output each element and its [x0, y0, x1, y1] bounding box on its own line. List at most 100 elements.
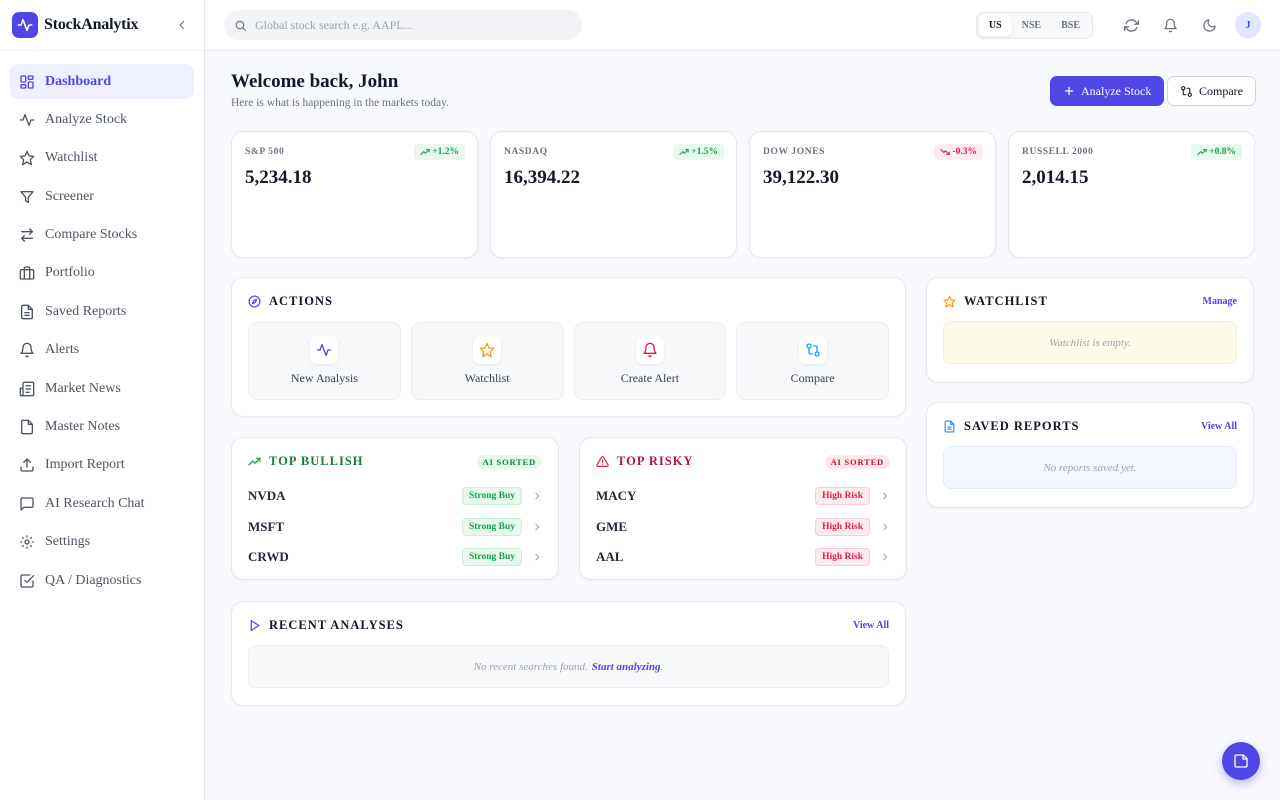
recent-empty-state: No recent searches found. Start analyzin…	[248, 645, 889, 688]
index-card-nasdaq[interactable]: NASDAQ 16,394.22 +1.5%	[490, 131, 737, 258]
sidebar-item-label: Compare Stocks	[45, 227, 138, 243]
chevron-right-icon	[535, 523, 540, 531]
index-value: 39,122.30	[763, 167, 839, 188]
change-value: -0.3%	[952, 147, 977, 157]
sidebar-item-qa-diagnostics[interactable]: QA / Diagnostics	[10, 563, 194, 598]
ticker: CRWD	[248, 549, 289, 565]
rating-badge: Strong Buy	[461, 548, 522, 567]
list-item[interactable]: GME High Risk	[596, 512, 890, 543]
search-input[interactable]	[255, 17, 555, 33]
bullish-list: NVDA Strong Buy MSFT Strong Buy CRWD Str…	[248, 481, 542, 573]
action-compare[interactable]: Compare	[736, 322, 889, 400]
sidebar-item-watchlist[interactable]: Watchlist	[10, 141, 194, 176]
trending-up-icon	[1197, 148, 1207, 156]
file-icon	[21, 419, 33, 435]
sidebar-item-analyze-stock[interactable]: Analyze Stock	[10, 102, 194, 137]
tile-icon-wrap	[473, 336, 502, 364]
chevron-right-icon	[883, 492, 888, 500]
logo-icon[interactable]	[12, 12, 38, 38]
sidebar-item-dashboard[interactable]: Dashboard	[10, 64, 194, 99]
trending-up-icon	[420, 148, 430, 156]
action-new-analysis[interactable]: New Analysis	[248, 322, 401, 400]
list-item[interactable]: MACY High Risk	[596, 481, 890, 512]
tile-label: Watchlist	[464, 371, 510, 385]
sidebar-item-label: Screener	[45, 188, 94, 204]
index-value: 2,014.15	[1022, 167, 1089, 188]
sidebar-item-master-notes[interactable]: Master Notes	[10, 410, 194, 445]
list-item[interactable]: NVDA Strong Buy	[248, 481, 542, 512]
sidebar-item-settings[interactable]: Settings	[10, 525, 194, 560]
tile-icon-wrap	[310, 336, 339, 364]
sidebar-item-ai-research-chat[interactable]: AI Research Chat	[10, 486, 194, 521]
rating-badge: High Risk	[815, 487, 870, 506]
watchlist-card: WATCHLIST Manage Watchlist is empty.	[926, 277, 1254, 383]
rating-badge: Strong Buy	[461, 517, 522, 536]
arrows-left-right-icon	[21, 228, 33, 242]
notifications-button[interactable]	[1157, 12, 1183, 38]
analyze-stock-label: Analyze Stock	[1081, 83, 1152, 98]
sidebar-item-label: Saved Reports	[45, 303, 127, 319]
brand-name: StockAnalytix	[44, 16, 139, 33]
top-risky-title-text: TOP RISKY	[617, 454, 694, 468]
index-card-sp500[interactable]: S&P 500 5,234.18 +1.2%	[231, 131, 478, 258]
star-icon	[19, 150, 35, 166]
market-option-nse[interactable]: NSE	[1021, 19, 1042, 31]
collapse-sidebar-button[interactable]	[172, 15, 192, 35]
watchlist-title: WATCHLIST	[943, 294, 1237, 309]
dashboard-main: Welcome back, John Here is what is happe…	[231, 51, 1256, 706]
analyze-stock-button[interactable]: Analyze Stock	[1050, 76, 1165, 106]
sidebar-item-compare-stocks[interactable]: Compare Stocks	[10, 218, 194, 253]
compare-button[interactable]: Compare	[1167, 76, 1256, 106]
rating-badge: High Risk	[815, 517, 870, 536]
briefcase-icon	[19, 266, 35, 281]
saved-reports-card: SAVED REPORTS View All No reports saved …	[926, 402, 1254, 508]
change-value: +0.8%	[1209, 147, 1236, 157]
sidebar-item-label: Master Notes	[45, 419, 121, 435]
recent-view-all-link[interactable]: View All	[852, 620, 889, 631]
index-card-dow-jones[interactable]: DOW JONES 39,122.30 -0.3%	[749, 131, 996, 258]
floating-notes-button[interactable]	[1222, 742, 1260, 780]
trending-up-icon	[248, 457, 261, 466]
action-create-alert[interactable]: Create Alert	[573, 322, 727, 400]
global-search[interactable]	[224, 10, 582, 40]
sidebar-item-label: Watchlist	[45, 150, 98, 166]
tile-icon-wrap	[798, 336, 827, 364]
compare-label: Compare	[1199, 83, 1243, 98]
tile-label: Compare	[790, 371, 835, 385]
market-switch: US NSE BSE	[975, 11, 1093, 39]
activity-icon	[19, 113, 35, 126]
sidebar-item-market-news[interactable]: Market News	[10, 371, 194, 406]
sidebar: StockAnalytix Dashboard Analyze Stock Wa…	[0, 0, 205, 800]
sidebar-item-label: Alerts	[45, 342, 80, 358]
theme-toggle-button[interactable]	[1196, 12, 1222, 38]
refresh-button[interactable]	[1118, 12, 1144, 38]
sidebar-item-portfolio[interactable]: Portfolio	[10, 256, 194, 291]
saved-reports-view-all-link[interactable]: View All	[1200, 421, 1237, 432]
action-watchlist[interactable]: Watchlist	[410, 322, 564, 400]
actions-title-text: ACTIONS	[269, 294, 333, 308]
list-item[interactable]: AAL High Risk	[596, 542, 890, 573]
market-option-bse[interactable]: BSE	[1061, 19, 1080, 31]
index-card-russell-2000[interactable]: RUSSELL 2000 2,014.15 +0.8%	[1008, 131, 1255, 258]
tile-label: New Analysis	[290, 371, 358, 385]
sidebar-item-saved-reports[interactable]: Saved Reports	[10, 294, 194, 329]
index-name: S&P 500	[245, 147, 285, 157]
sidebar-item-alerts[interactable]: Alerts	[10, 333, 194, 368]
change-badge: +1.5%	[673, 144, 724, 160]
market-option-us[interactable]: US	[978, 14, 1012, 36]
sidebar-item-label: Portfolio	[45, 265, 95, 281]
sidebar-item-screener[interactable]: Screener	[10, 179, 194, 214]
saved-reports-title-text: SAVED REPORTS	[964, 419, 1080, 433]
list-item[interactable]: CRWD Strong Buy	[248, 542, 542, 573]
sidebar-item-import-report[interactable]: Import Report	[10, 448, 194, 483]
topbar-actions: US NSE BSE J	[975, 11, 1261, 39]
index-value: 16,394.22	[504, 167, 580, 188]
star-icon	[479, 342, 495, 358]
saved-reports-title: SAVED REPORTS	[943, 419, 1237, 434]
avatar[interactable]: J	[1235, 12, 1261, 38]
manage-watchlist-link[interactable]: Manage	[1202, 296, 1237, 307]
list-item[interactable]: MSFT Strong Buy	[248, 512, 542, 543]
start-analyzing-link[interactable]: Start analyzing	[591, 660, 661, 673]
git-compare-icon	[805, 343, 820, 357]
top-risky-card: TOP RISKY AI SORTED MACY High Risk GME H…	[579, 437, 907, 580]
